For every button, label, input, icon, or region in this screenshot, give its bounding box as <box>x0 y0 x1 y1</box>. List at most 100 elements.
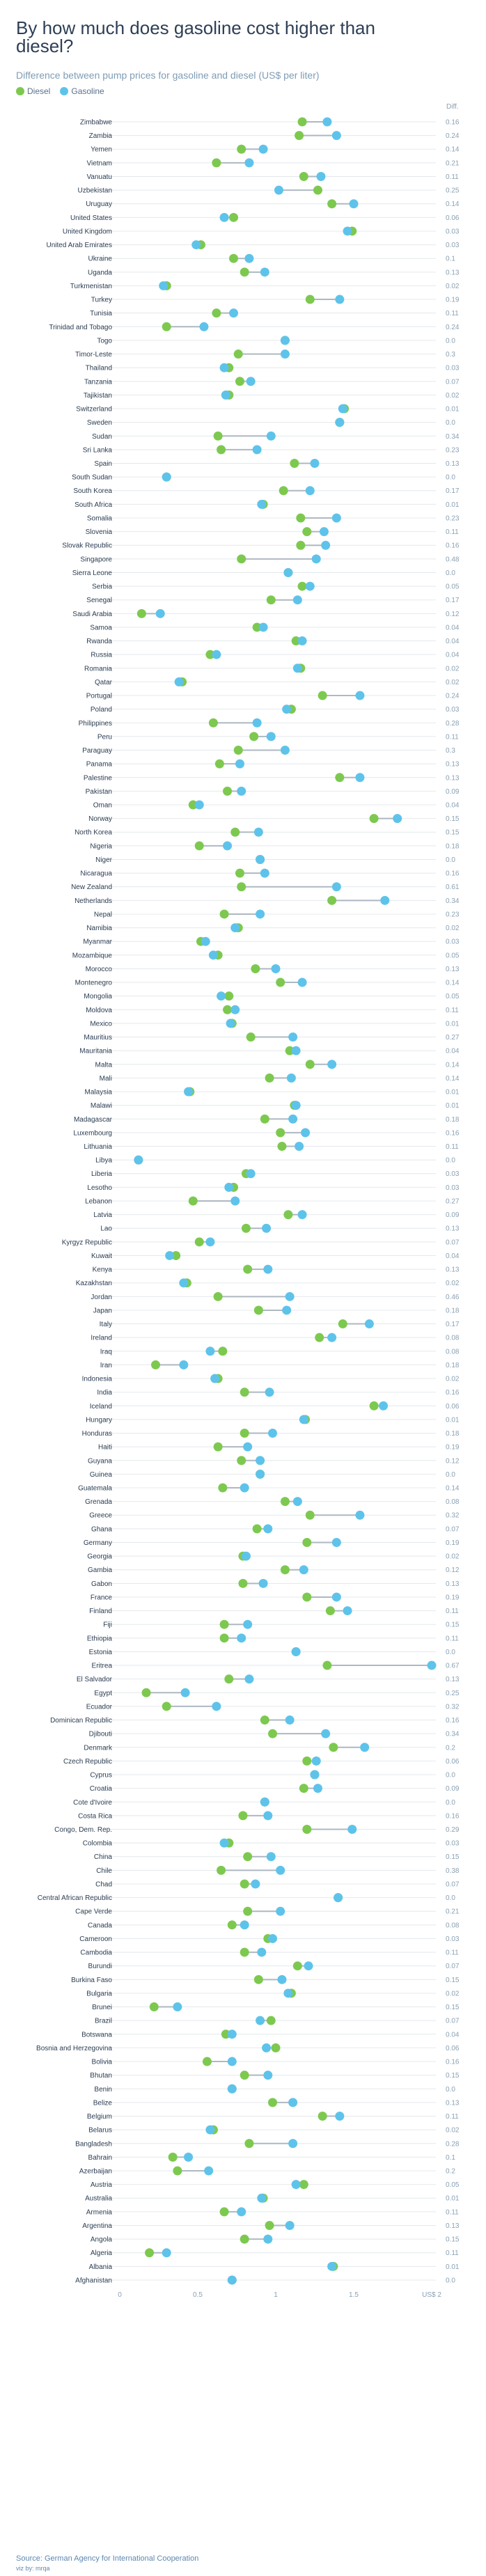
diff-value: 0.07 <box>446 1525 460 1533</box>
diff-value: 0.34 <box>446 897 460 905</box>
diff-value: 0.13 <box>446 2099 460 2107</box>
row-label: Qatar <box>95 679 113 686</box>
diff-value: 0.11 <box>446 173 459 181</box>
diesel-point <box>305 1060 315 1069</box>
row-label: Vietnam <box>86 159 112 167</box>
row-label: Nicaragua <box>80 870 112 878</box>
gasoline-point <box>263 1524 273 1534</box>
diff-value: 0.02 <box>446 1553 460 1561</box>
diesel-point <box>260 1114 269 1124</box>
row-label: Oman <box>93 802 112 810</box>
gasoline-point <box>349 199 359 209</box>
diesel-point <box>212 308 221 318</box>
row-label: Mexico <box>90 1020 112 1028</box>
gasoline-point <box>263 2071 273 2080</box>
row-label: Cape Verde <box>75 1908 112 1916</box>
diesel-point <box>295 131 304 141</box>
gasoline-point <box>274 185 283 195</box>
gasoline-point <box>221 390 230 400</box>
diff-value: 0.18 <box>446 1307 460 1314</box>
row-label: Egypt <box>94 1690 112 1697</box>
diff-value: 0.14 <box>446 1075 460 1083</box>
diesel-point <box>292 1961 302 1971</box>
row-label: Haiti <box>98 1444 112 1452</box>
diesel-point <box>229 212 239 222</box>
diesel-point <box>149 2002 159 2012</box>
diff-value: 0.11 <box>446 528 459 536</box>
diesel-point <box>188 800 198 810</box>
diesel-point <box>202 2057 212 2066</box>
row-label: Canada <box>88 1922 112 1929</box>
row-label: Djibouti <box>89 1731 112 1738</box>
diff-value: 0.27 <box>446 1034 460 1042</box>
diff-value: 0.01 <box>446 501 460 509</box>
gasoline-point <box>291 1046 301 1055</box>
row-label: Zimbabwe <box>80 119 113 127</box>
chart-subtitle: Difference between pump prices for gasol… <box>16 70 320 81</box>
diff-value: 0.12 <box>446 1457 460 1465</box>
row-label: Austria <box>91 2181 113 2189</box>
diesel-point <box>325 1606 335 1616</box>
diff-value: 0.02 <box>446 925 460 932</box>
gasoline-point <box>241 1551 251 1561</box>
row-label: Morocco <box>86 966 113 973</box>
row-label: Mauritius <box>84 1034 112 1042</box>
legend-item-diesel: Diesel <box>16 86 50 96</box>
row-label: Czech Republic <box>63 1758 112 1766</box>
diff-value: 0.67 <box>446 1663 460 1670</box>
diesel-point <box>291 636 301 646</box>
diesel-point <box>136 608 146 618</box>
gasoline-point <box>230 1005 240 1014</box>
row-label: Azerbaijan <box>79 2168 112 2176</box>
diff-value: 0.02 <box>446 1280 460 1287</box>
row-label: Eritrea <box>92 1663 113 1670</box>
gasoline-point <box>243 1619 253 1629</box>
diesel-point <box>240 2071 249 2080</box>
row-label: Netherlands <box>75 897 112 905</box>
row-label: Samoa <box>90 624 112 631</box>
gasoline-point <box>262 2043 272 2052</box>
diff-value: 0.0 <box>446 2277 455 2284</box>
row-label: Sierra Leone <box>72 570 113 577</box>
diesel-point <box>335 773 345 783</box>
gasoline-point <box>283 1988 293 1998</box>
gasoline-point <box>360 1743 370 1752</box>
gasoline-point <box>292 595 302 605</box>
gasoline-point <box>313 1784 322 1793</box>
diesel-point <box>194 1237 204 1247</box>
diesel-point <box>302 1537 312 1547</box>
gasoline-point <box>299 1415 308 1424</box>
diff-value: 0.14 <box>446 1061 460 1069</box>
legend: Diesel Gasoline <box>16 86 104 96</box>
gasoline-point <box>162 2248 171 2258</box>
gasoline-point <box>283 567 293 577</box>
diff-value: 0.06 <box>446 1403 460 1411</box>
gasoline-point <box>230 923 240 933</box>
diff-value: 0.04 <box>446 802 460 810</box>
gasoline-point <box>227 2057 237 2066</box>
diff-value: 0.13 <box>446 1266 460 1274</box>
diff-value: 0.2 <box>446 1744 455 1752</box>
row-label: Tanzania <box>84 378 112 386</box>
row-label: Poland <box>91 706 112 714</box>
diesel-point <box>238 1578 248 1588</box>
diff-value: 0.14 <box>446 980 460 987</box>
gasoline-point <box>321 540 331 550</box>
row-label: Ghana <box>91 1525 112 1533</box>
diff-value: 0.13 <box>446 1676 460 1683</box>
gasoline-point <box>246 377 256 386</box>
diff-value: 0.02 <box>446 1376 460 1383</box>
gasoline-point <box>244 158 254 168</box>
row-label: Congo, Dem. Rep. <box>54 1826 112 1834</box>
gasoline-point <box>230 1196 240 1206</box>
x-tick-label: 1 <box>274 2291 278 2299</box>
diff-value: 0.0 <box>446 337 455 345</box>
row-label: Malaysia <box>85 1089 113 1097</box>
gasoline-point <box>285 1291 295 1301</box>
gasoline-point <box>379 1401 389 1411</box>
gasoline-point <box>316 171 326 181</box>
diff-column-header: Diff. <box>446 103 459 111</box>
row-label: Lebanon <box>85 1197 112 1205</box>
gasoline-point <box>263 2234 273 2244</box>
diesel-point <box>217 1865 226 1875</box>
